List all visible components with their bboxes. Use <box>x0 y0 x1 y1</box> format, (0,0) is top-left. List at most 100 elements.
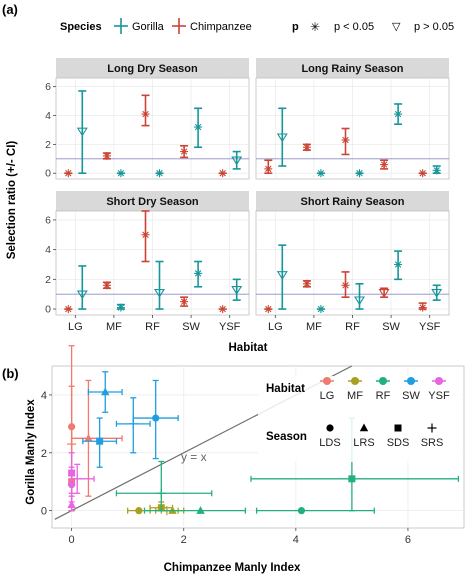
habitat-key-mf <box>348 377 362 385</box>
legend-key-gorilla <box>114 18 128 34</box>
habitat-key-rf <box>376 377 390 385</box>
chimpanzee-point-sw <box>378 287 390 298</box>
chimpanzee-point-mf <box>302 279 311 288</box>
triangle-marker <box>276 271 288 280</box>
habitat-key-label: SW <box>402 390 420 402</box>
x-tick-label: 4 <box>293 534 299 546</box>
gorilla-point-lg <box>276 107 288 167</box>
x-tick-label: RF <box>345 321 360 333</box>
y-tick-label: 0 <box>45 304 51 316</box>
legend-key-chimpanzee <box>172 18 186 34</box>
point-marker <box>101 387 110 396</box>
panel-a-xlabel: Habitat <box>229 342 268 354</box>
habitat-key-lg <box>320 377 334 385</box>
facet-title: Long Rainy Season <box>301 63 403 75</box>
asterisk-marker <box>218 305 227 314</box>
x-tick-label: YSF <box>419 321 441 333</box>
habitat-key-sw <box>404 377 418 385</box>
gorilla-point-ysf <box>432 165 441 175</box>
asterisk-marker <box>302 143 311 152</box>
facet-short-rainy-season: Short Rainy Season LG MF RF SW YSF <box>255 191 450 333</box>
asterisk-marker <box>218 169 227 178</box>
legend-label-chimpanzee: Chimpanzee <box>190 21 252 33</box>
asterisk-marker <box>155 169 164 178</box>
y-tick-label: 2 <box>45 139 51 151</box>
asterisk-marker <box>316 169 325 178</box>
gorilla-point-lg <box>76 265 88 310</box>
point-ysf-lrs <box>67 495 76 512</box>
chimpanzee-point-lg <box>264 159 273 175</box>
facet-grid: Long Dry Season 0 2 4 6 Long Rainy Season Shor… <box>45 58 450 333</box>
point-marker <box>297 507 306 515</box>
chimpanzee-point-ysf <box>218 305 227 314</box>
point-ysf-sds <box>68 452 76 494</box>
triangle-marker <box>231 286 243 295</box>
chimpanzee-point-sw <box>180 145 189 159</box>
panel-a-label: (a) <box>2 2 18 17</box>
season-key-lrs <box>359 423 369 432</box>
x-tick-label: SW <box>182 321 200 333</box>
chimpanzee-point-lg <box>64 169 73 178</box>
chimpanzee-point-ysf <box>418 169 427 178</box>
y-tick-label: 4 <box>41 390 47 402</box>
asterisk-marker <box>418 169 427 178</box>
asterisk-marker <box>380 160 389 169</box>
gorilla-point-rf <box>155 169 164 178</box>
facet-short-dry-season: Short Dry Season 0 2 4 6 LG MF RF SW YSF <box>45 191 250 333</box>
triangle-marker <box>231 156 243 166</box>
season-key-sds <box>394 424 402 432</box>
facet-long-rainy-season: Long Rainy Season <box>255 58 450 180</box>
triangle-marker <box>431 289 443 298</box>
chimpanzee-point-rf <box>341 127 350 156</box>
season-key-lds <box>326 424 334 432</box>
x-tick-label: YSF <box>219 321 241 333</box>
asterisk-marker <box>180 297 189 306</box>
asterisk-marker <box>341 281 350 290</box>
x-tick-label: RF <box>145 321 160 333</box>
asterisk-marker <box>394 260 403 269</box>
gorilla-point-mf <box>316 169 325 178</box>
asterisk-marker <box>141 230 150 239</box>
facet-strip <box>56 58 249 78</box>
point-marker <box>135 507 143 515</box>
chimpanzee-point-ysf <box>418 302 427 312</box>
p-legend-title: p <box>292 21 299 33</box>
season-key-srs <box>427 423 437 433</box>
asterisk-marker <box>180 147 189 156</box>
y-tick-label: 0 <box>41 506 47 518</box>
chimpanzee-point-mf <box>102 281 111 290</box>
point-sw-lrs <box>87 371 123 413</box>
point-marker <box>67 439 77 449</box>
asterisk-marker <box>394 110 403 119</box>
asterisk-marker <box>264 305 273 314</box>
gorilla-point-rf <box>354 282 365 310</box>
season-key-label: LDS <box>319 437 340 449</box>
panel-b-ylabel: Gorilla Manly Index <box>25 399 37 505</box>
season-key-label: SRS <box>421 437 444 449</box>
triangle-marker <box>378 289 390 298</box>
triangle-marker <box>276 133 288 143</box>
gorilla-point-lg <box>76 90 88 175</box>
asterisk-marker <box>116 303 125 312</box>
habitat-key-label: YSF <box>428 390 450 402</box>
chimpanzee-point-sw <box>180 296 189 307</box>
x-tick-label: MF <box>106 321 122 333</box>
season-legend-title: Season <box>266 431 307 443</box>
asterisk-marker <box>194 269 203 278</box>
gorilla-point-sw <box>394 103 403 125</box>
species-legend-title: Species <box>60 21 102 33</box>
y-tick-label: 2 <box>41 448 47 460</box>
y-tick-label: 6 <box>45 81 51 93</box>
gorilla-point-sw <box>194 260 203 288</box>
triangle-marker <box>76 290 88 300</box>
triangle-marker <box>76 127 88 137</box>
gorilla-point-ysf <box>231 150 243 170</box>
asterisk-marker <box>355 169 364 178</box>
chimpanzee-point-ysf <box>218 169 227 178</box>
gorilla-point-rf <box>355 169 364 178</box>
chimpanzee-point-lg <box>264 305 273 314</box>
asterisk-marker <box>64 305 73 314</box>
point-marker <box>152 414 160 422</box>
asterisk-marker <box>194 123 203 132</box>
habitat-key-label: MF <box>347 390 363 402</box>
